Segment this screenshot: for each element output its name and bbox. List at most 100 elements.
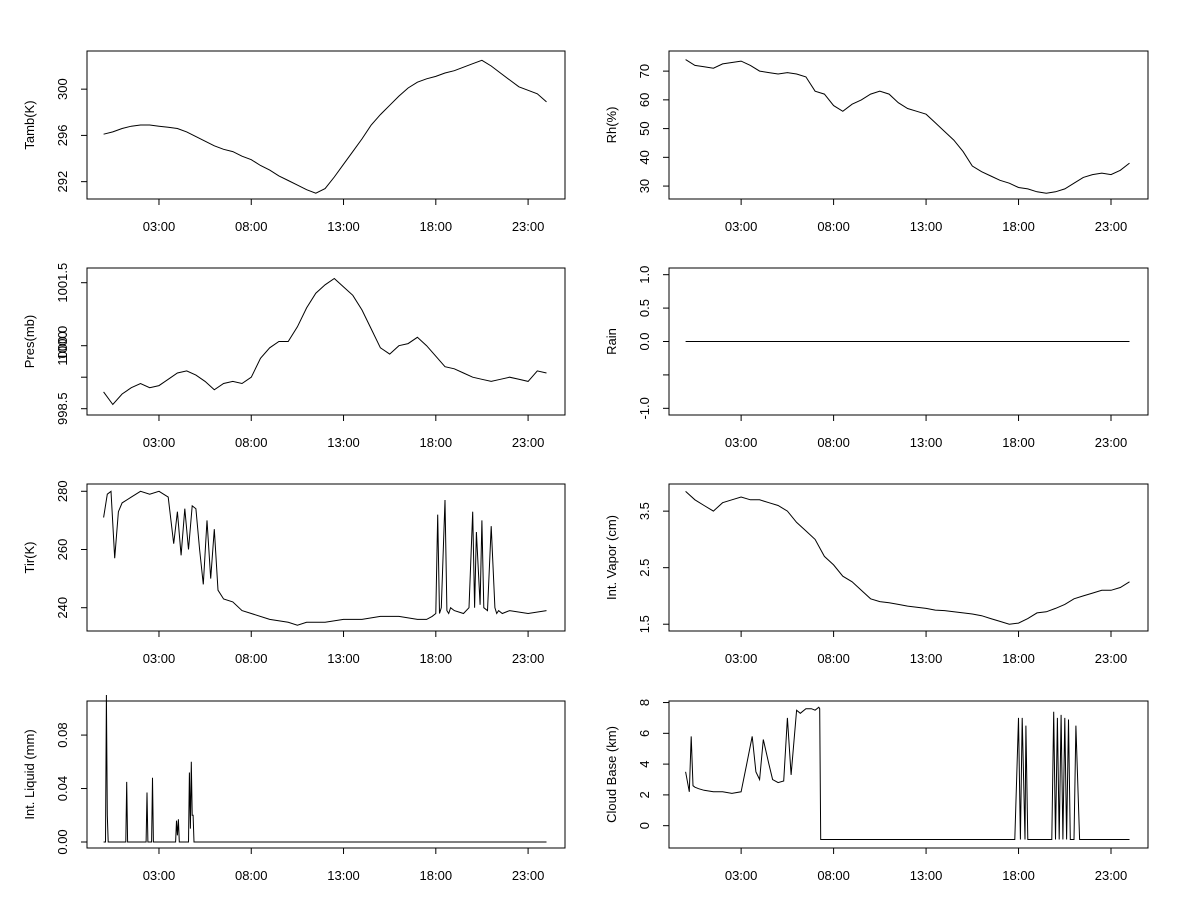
x-tick-label: 23:00	[512, 435, 545, 450]
panel-6: 03:00 08:00 13:00 18:00 23:00 1.5 2.5 3.5 Int. V…	[604, 483, 1149, 666]
x-tick-label: 08:00	[817, 868, 850, 883]
x-tick-label: 03:00	[143, 219, 176, 234]
y-tick-label: 300	[55, 78, 70, 100]
series-line-1	[685, 491, 1130, 625]
y-tick-label: 292	[55, 171, 70, 193]
x-tick-label: 03:00	[143, 651, 176, 666]
y-axis-title: Pres(mb)	[22, 315, 37, 368]
x-tick-label: 23:00	[1095, 435, 1128, 450]
series-line-1	[103, 490, 547, 626]
x-tick-label: 03:00	[725, 219, 758, 234]
x-tick-label: 13:00	[910, 868, 943, 883]
series-line-1	[103, 694, 547, 843]
y-tick-label: 6	[637, 730, 652, 737]
series-line-1	[685, 706, 1130, 840]
plot-frame	[86, 267, 566, 416]
x-tick-label: 13:00	[910, 651, 943, 666]
y-tick-label: 1001.5	[55, 263, 70, 303]
y-tick-label: 2.5	[637, 559, 652, 577]
y-tick-label: 4	[637, 760, 652, 767]
y-axis-title: Int. Vapor (cm)	[604, 515, 619, 600]
y-tick-label: 3.5	[637, 502, 652, 520]
panel-7: 03:00 08:00 13:00 18:00 23:00 0.00 0.04 0.08 Int…	[22, 694, 566, 883]
panel-4: 03:00 08:00 13:00 18:00 23:00 -1.0 0.0 0.5 1.0 Ra…	[604, 266, 1149, 450]
y-tick-label: 1000.0	[55, 326, 70, 366]
x-tick-label: 18:00	[420, 651, 453, 666]
y-axis-title: Rain	[604, 328, 619, 355]
x-tick-label: 13:00	[910, 435, 943, 450]
y-tick-label: 60	[637, 93, 652, 107]
x-tick-label: 18:00	[1002, 219, 1035, 234]
x-tick-label: 18:00	[1002, 435, 1035, 450]
panel-2: 03:00 08:00 13:00 18:00 23:00 30 40 50 60 70 Rh(%)	[604, 50, 1149, 234]
x-tick-label: 08:00	[817, 651, 850, 666]
y-tick-label: 1.5	[637, 615, 652, 633]
y-tick-label: 260	[55, 539, 70, 561]
x-tick-label: 23:00	[1095, 651, 1128, 666]
plot-frame	[668, 483, 1149, 632]
x-tick-label: 08:00	[235, 435, 268, 450]
x-tick-label: 08:00	[235, 868, 268, 883]
x-tick-label: 23:00	[1095, 868, 1128, 883]
y-tick-label: 40	[637, 150, 652, 164]
y-tick-label: 50	[637, 121, 652, 135]
x-tick-label: 13:00	[327, 219, 360, 234]
y-tick-label: 240	[55, 597, 70, 619]
x-tick-label: 18:00	[1002, 868, 1035, 883]
series-line-1	[103, 277, 547, 406]
y-tick-label: 280	[55, 480, 70, 502]
x-tick-label: 08:00	[817, 435, 850, 450]
y-tick-label: -1.0	[637, 397, 652, 419]
x-tick-label: 23:00	[512, 219, 545, 234]
x-tick-label: 03:00	[143, 868, 176, 883]
series-line-1	[103, 59, 547, 194]
plot-frame	[86, 50, 566, 200]
y-tick-label: 0.04	[55, 776, 70, 801]
x-tick-label: 13:00	[910, 219, 943, 234]
x-tick-label: 18:00	[420, 219, 453, 234]
panel-1: 03:00 08:00 13:00 18:00 23:00 292 296 300 Tamb(K…	[22, 50, 566, 234]
x-tick-label: 23:00	[512, 651, 545, 666]
x-tick-label: 13:00	[327, 868, 360, 883]
plot-frame	[86, 700, 566, 849]
y-tick-label: 0.00	[55, 829, 70, 854]
y-tick-label: 2	[637, 791, 652, 798]
x-tick-label: 13:00	[327, 651, 360, 666]
y-axis-title: Cloud Base (km)	[604, 726, 619, 823]
y-axis-title: Int. Liquid (mm)	[22, 729, 37, 819]
y-tick-label: 0.0	[637, 332, 652, 350]
y-axis-title: Tir(K)	[22, 541, 37, 573]
panel-3: 03:00 08:00 13:00 18:00 23:00 998.5 10001000.0…	[22, 263, 566, 450]
plot-frame	[668, 700, 1149, 849]
panel-5: 03:00 08:00 13:00 18:00 23:00 240 260 280 Tir(K)	[22, 480, 566, 666]
y-tick-label: 296	[55, 125, 70, 147]
x-tick-label: 08:00	[235, 219, 268, 234]
plot-frame	[668, 50, 1149, 200]
y-axis-title: Rh(%)	[604, 107, 619, 144]
y-tick-label: 1.0	[637, 266, 652, 284]
y-tick-label: 8	[637, 699, 652, 706]
x-tick-label: 03:00	[725, 868, 758, 883]
x-tick-label: 03:00	[143, 435, 176, 450]
y-tick-label: 0	[637, 822, 652, 829]
x-tick-label: 23:00	[512, 868, 545, 883]
x-tick-label: 03:00	[725, 435, 758, 450]
y-tick-label: 0.08	[55, 722, 70, 747]
panel-8: 03:00 08:00 13:00 18:00 23:00 0 2 4 6 8 Cloud Base…	[604, 699, 1149, 883]
x-tick-label: 08:00	[235, 651, 268, 666]
x-tick-label: 08:00	[817, 219, 850, 234]
y-tick-label: 998.5	[55, 392, 70, 425]
x-tick-label: 18:00	[420, 868, 453, 883]
x-tick-label: 03:00	[725, 651, 758, 666]
series-line-1	[685, 59, 1130, 194]
x-tick-label: 23:00	[1095, 219, 1128, 234]
y-tick-label: 0.5	[637, 299, 652, 317]
x-tick-label: 18:00	[420, 435, 453, 450]
x-tick-label: 13:00	[327, 435, 360, 450]
plot-frame	[86, 483, 566, 632]
y-tick-label: 30	[637, 179, 652, 193]
x-tick-label: 18:00	[1002, 651, 1035, 666]
y-axis-title: Tamb(K)	[22, 100, 37, 149]
